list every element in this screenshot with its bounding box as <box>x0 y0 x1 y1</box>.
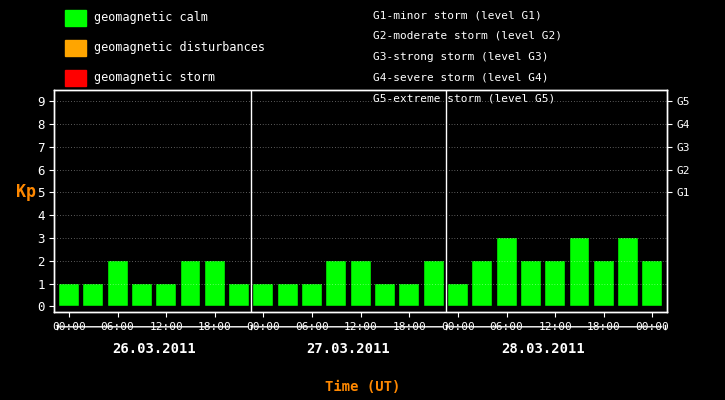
Bar <box>278 284 298 306</box>
Bar <box>326 261 347 306</box>
Text: G5-extreme storm (level G5): G5-extreme storm (level G5) <box>373 93 555 103</box>
Bar <box>448 284 468 306</box>
Bar <box>107 261 128 306</box>
Text: 27.03.2011: 27.03.2011 <box>307 342 390 356</box>
Bar <box>205 261 225 306</box>
Bar <box>83 284 103 306</box>
Bar <box>351 261 370 306</box>
Text: G1-minor storm (level G1): G1-minor storm (level G1) <box>373 10 542 20</box>
Y-axis label: Kp: Kp <box>16 183 36 201</box>
Text: G4-severe storm (level G4): G4-severe storm (level G4) <box>373 72 549 82</box>
Bar <box>642 261 663 306</box>
Text: 28.03.2011: 28.03.2011 <box>501 342 585 356</box>
Bar <box>618 238 638 306</box>
Text: Time (UT): Time (UT) <box>325 380 400 394</box>
Text: geomagnetic storm: geomagnetic storm <box>94 72 215 84</box>
Text: geomagnetic calm: geomagnetic calm <box>94 12 208 24</box>
Bar <box>375 284 395 306</box>
Bar <box>423 261 444 306</box>
Bar <box>521 261 541 306</box>
Bar <box>229 284 249 306</box>
Text: geomagnetic disturbances: geomagnetic disturbances <box>94 42 265 54</box>
Bar <box>497 238 516 306</box>
Bar <box>59 284 79 306</box>
Bar <box>399 284 419 306</box>
Text: G3-strong storm (level G3): G3-strong storm (level G3) <box>373 52 549 62</box>
Bar <box>156 284 176 306</box>
Text: G2-moderate storm (level G2): G2-moderate storm (level G2) <box>373 31 563 41</box>
Bar <box>545 261 566 306</box>
Bar <box>254 284 273 306</box>
Bar <box>570 238 589 306</box>
Bar <box>132 284 152 306</box>
Bar <box>302 284 322 306</box>
Text: 26.03.2011: 26.03.2011 <box>112 342 196 356</box>
Bar <box>181 261 201 306</box>
Bar <box>472 261 492 306</box>
Bar <box>594 261 614 306</box>
